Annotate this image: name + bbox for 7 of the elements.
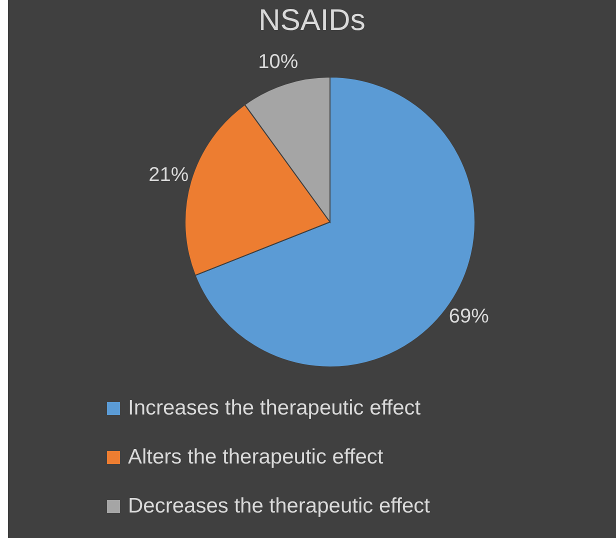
data-label: 21% bbox=[148, 164, 189, 186]
data-label: 69% bbox=[448, 305, 490, 328]
chart-title: NSAIDs bbox=[258, 4, 366, 37]
data-label: 10% bbox=[258, 51, 298, 74]
legend-label: Alters the therapeutic effect bbox=[128, 446, 384, 468]
legend-label: Increases the therapeutic effect bbox=[128, 396, 421, 420]
legend-label: Decreases the therapeutic effect bbox=[128, 494, 430, 518]
